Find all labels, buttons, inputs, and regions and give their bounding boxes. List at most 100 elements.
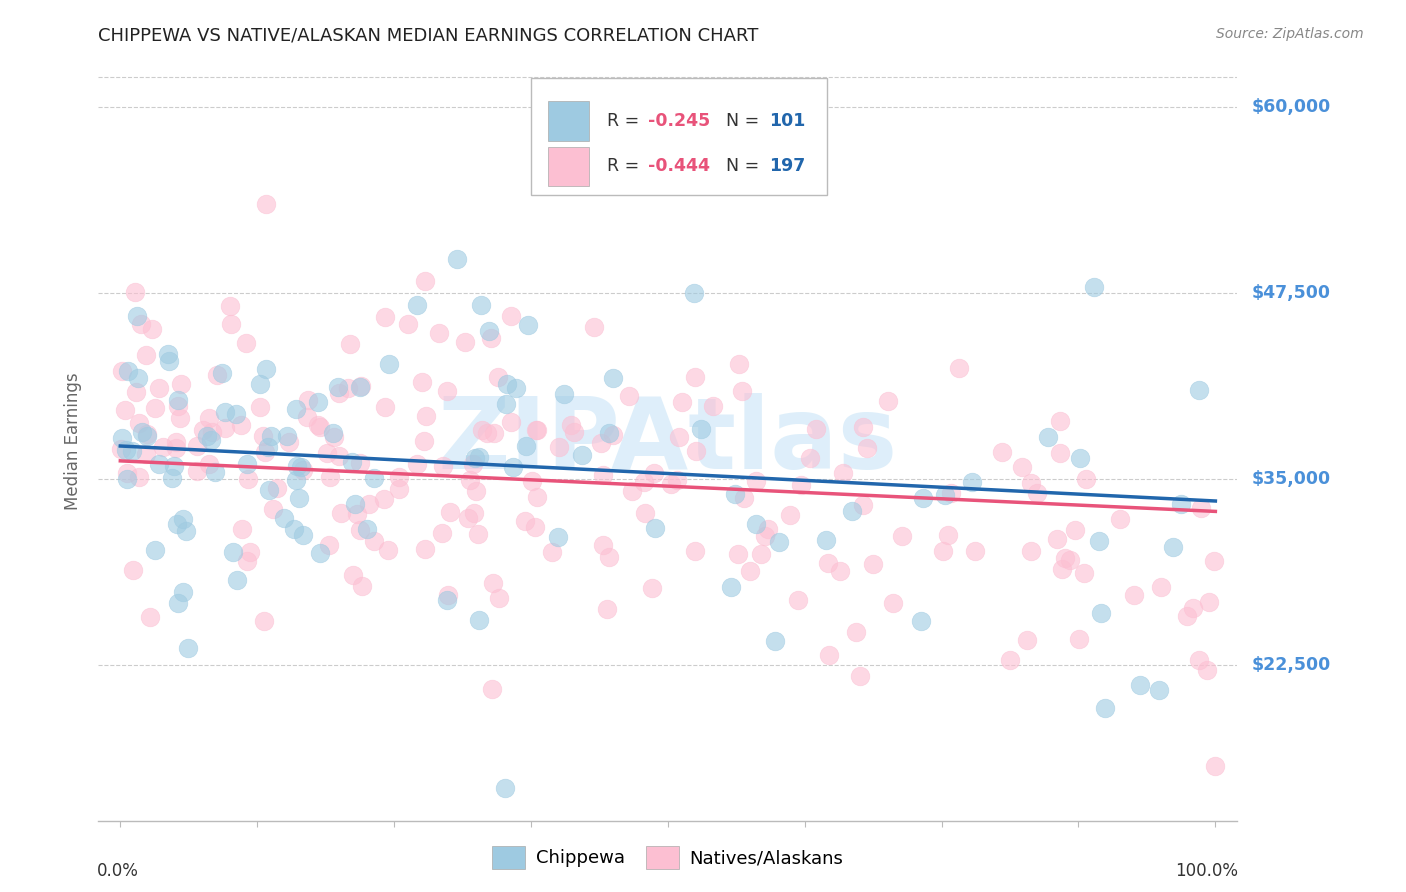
- Point: [129, 317, 152, 331]
- Point: [430, 526, 453, 541]
- Point: [254, 362, 277, 376]
- Point: [174, 524, 197, 538]
- Point: [322, 426, 344, 441]
- Text: -0.245: -0.245: [648, 112, 711, 130]
- Point: [768, 535, 790, 549]
- Point: [731, 384, 754, 399]
- Point: [328, 379, 350, 393]
- Point: [515, 514, 537, 528]
- Point: [481, 682, 503, 697]
- Point: [285, 458, 308, 473]
- Point: [633, 475, 655, 489]
- Point: [388, 482, 411, 496]
- Point: [553, 386, 575, 401]
- Point: [727, 547, 749, 561]
- Point: [1074, 471, 1097, 485]
- Point: [432, 458, 454, 473]
- Point: [339, 337, 361, 351]
- Point: [939, 486, 962, 500]
- Point: [201, 425, 224, 440]
- Point: [204, 465, 226, 479]
- Point: [363, 533, 385, 548]
- Text: R =: R =: [607, 112, 645, 130]
- Text: 0.0%: 0.0%: [97, 863, 139, 880]
- Text: CHIPPEWA VS NATIVE/ALASKAN MEDIAN EARNINGS CORRELATION CHART: CHIPPEWA VS NATIVE/ALASKAN MEDIAN EARNIN…: [98, 27, 759, 45]
- Point: [235, 554, 257, 568]
- Point: [346, 507, 368, 521]
- Point: [596, 602, 619, 616]
- Point: [413, 274, 436, 288]
- Point: [948, 361, 970, 376]
- Point: [284, 402, 307, 417]
- Point: [357, 497, 380, 511]
- Point: [547, 530, 569, 544]
- Point: [749, 547, 772, 561]
- Point: [852, 420, 875, 434]
- Point: [963, 544, 986, 558]
- Point: [787, 593, 810, 607]
- Point: [683, 543, 706, 558]
- Point: [292, 463, 315, 477]
- Point: [494, 780, 516, 795]
- Point: [122, 563, 145, 577]
- Point: [427, 326, 450, 341]
- Point: [852, 498, 875, 512]
- Point: [260, 429, 283, 443]
- Point: [666, 473, 689, 487]
- Point: [1083, 280, 1105, 294]
- Point: [252, 429, 274, 443]
- Point: [1026, 486, 1049, 500]
- Point: [804, 422, 827, 436]
- Point: [1054, 551, 1077, 566]
- Point: [471, 423, 494, 437]
- Point: [724, 486, 747, 500]
- Point: [1049, 414, 1071, 428]
- Point: [124, 285, 146, 299]
- Text: $35,000: $35,000: [1251, 470, 1330, 488]
- Point: [1182, 601, 1205, 615]
- Point: [340, 455, 363, 469]
- Point: [436, 592, 458, 607]
- Point: [413, 541, 436, 556]
- Point: [124, 385, 146, 400]
- Point: [307, 418, 329, 433]
- Point: [318, 538, 340, 552]
- Point: [754, 529, 776, 543]
- Point: [1189, 500, 1212, 515]
- Point: [1049, 446, 1071, 460]
- Point: [991, 445, 1014, 459]
- Point: [526, 490, 548, 504]
- Point: [291, 528, 314, 542]
- Point: [583, 320, 606, 334]
- Point: [148, 381, 170, 395]
- Point: [239, 545, 262, 559]
- Point: [166, 516, 188, 531]
- Point: [644, 520, 666, 534]
- Text: 197: 197: [769, 157, 806, 176]
- Point: [349, 380, 371, 394]
- Point: [1123, 589, 1146, 603]
- Point: [405, 298, 427, 312]
- Text: 101: 101: [769, 112, 806, 130]
- Point: [562, 425, 585, 439]
- Point: [131, 425, 153, 440]
- Point: [193, 423, 215, 437]
- Legend: Chippewa, Natives/Alaskans: Chippewa, Natives/Alaskans: [485, 838, 851, 876]
- Point: [415, 409, 437, 424]
- Point: [163, 458, 186, 473]
- Point: [1188, 653, 1211, 667]
- Point: [602, 428, 624, 442]
- Point: [143, 543, 166, 558]
- Point: [127, 371, 149, 385]
- Point: [765, 633, 787, 648]
- FancyBboxPatch shape: [531, 78, 827, 195]
- Point: [167, 596, 190, 610]
- Point: [461, 457, 484, 471]
- Point: [323, 430, 346, 444]
- Point: [495, 397, 517, 411]
- Point: [135, 348, 157, 362]
- Point: [1067, 632, 1090, 646]
- Point: [702, 399, 724, 413]
- FancyBboxPatch shape: [548, 146, 589, 186]
- Point: [799, 451, 821, 466]
